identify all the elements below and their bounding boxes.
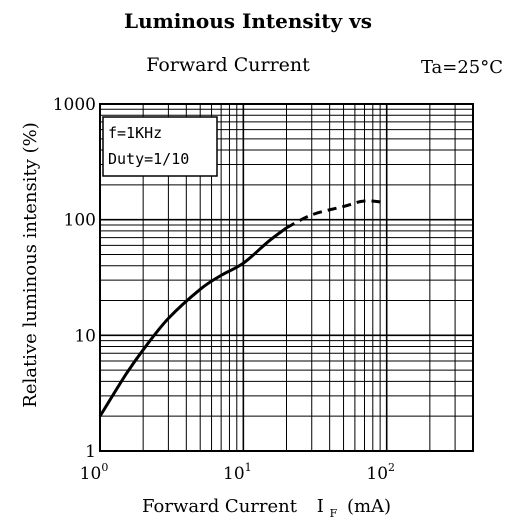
x-axis-subscript: F <box>330 507 338 520</box>
y-tick-label: 10 <box>74 326 96 346</box>
x-axis-label-text: Forward Current <box>142 496 298 517</box>
y-tick-label: 100 <box>64 211 96 231</box>
x-tick-exponent: 2 <box>388 461 395 474</box>
y-tick-label: 1 <box>85 442 96 462</box>
x-axis-unit: (mA) <box>347 496 391 517</box>
x-axis-symbol: I <box>317 496 324 517</box>
x-tick-base: 10 <box>366 464 388 484</box>
test-condition: Ta=25°C <box>421 57 503 78</box>
y-tick-labels: 1 10 100 1000 <box>53 95 96 462</box>
series-line-solid <box>98 226 288 417</box>
x-tick-label: 101 <box>223 461 252 484</box>
x-tick-base: 10 <box>223 464 245 484</box>
chart-subtitle: Forward Current <box>146 54 310 76</box>
legend-line-1: f=1KHz <box>108 124 162 142</box>
y-tick-label: 1000 <box>53 95 96 115</box>
x-tick-exponent: 0 <box>101 461 108 474</box>
series <box>98 199 387 417</box>
x-tick-label: 102 <box>366 461 395 484</box>
x-tick-base: 10 <box>80 464 102 484</box>
x-axis-label: Forward Current I F (mA) <box>142 496 391 522</box>
plot-frame <box>99 103 474 452</box>
chart-title: Luminous Intensity vs <box>124 9 372 33</box>
x-tick-exponent: 1 <box>245 461 252 474</box>
y-axis-label: Relative luminous intensity (%) <box>20 122 41 407</box>
series-line-dashed <box>285 199 387 230</box>
legend-box: f=1KHz Duty=1/10 <box>102 116 218 177</box>
legend-line-2: Duty=1/10 <box>108 150 189 168</box>
x-tick-label: 100 <box>80 461 109 484</box>
x-tick-labels: 100 101 102 <box>80 461 395 484</box>
